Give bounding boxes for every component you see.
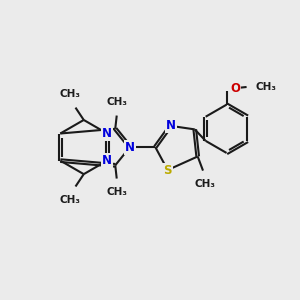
Text: CH₃: CH₃ bbox=[60, 195, 81, 205]
Text: N: N bbox=[166, 119, 176, 132]
Text: N: N bbox=[102, 127, 112, 140]
Text: CH₃: CH₃ bbox=[60, 89, 81, 99]
Text: CH₃: CH₃ bbox=[106, 188, 127, 197]
Text: N: N bbox=[125, 141, 135, 154]
Text: S: S bbox=[164, 164, 172, 176]
Text: CH₃: CH₃ bbox=[195, 179, 216, 189]
Text: CH₃: CH₃ bbox=[255, 82, 276, 92]
Text: CH₃: CH₃ bbox=[106, 97, 127, 107]
Text: O: O bbox=[230, 82, 240, 95]
Text: N: N bbox=[102, 154, 112, 167]
